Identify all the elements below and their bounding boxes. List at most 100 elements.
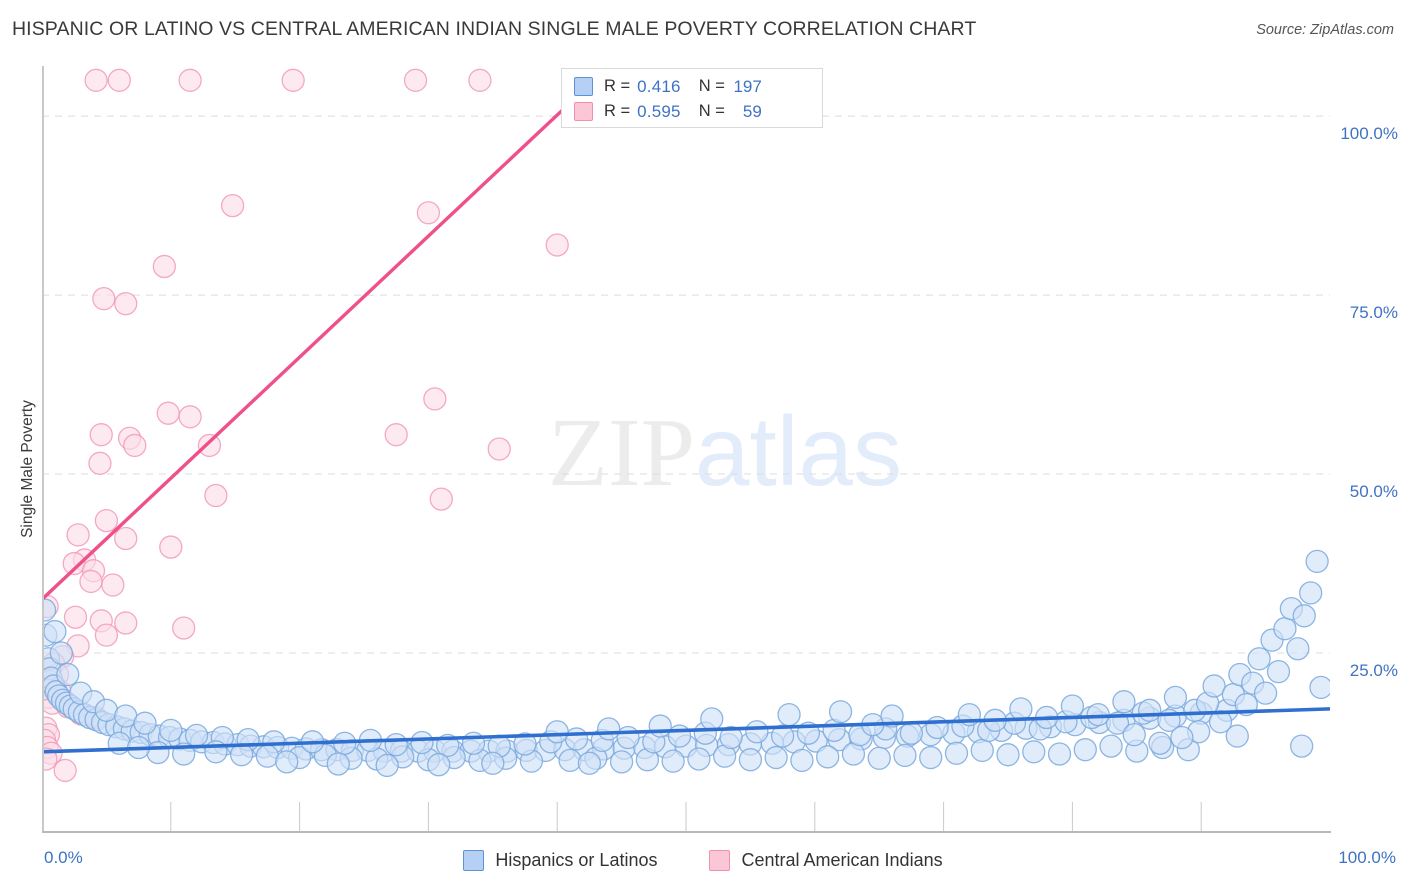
stats-swatch-hispanics (574, 77, 593, 96)
data-point (94, 698, 119, 722)
data-point (1060, 694, 1085, 718)
data-point (416, 201, 441, 225)
legend-item-hispanics[interactable]: Hispanics or Latinos (463, 850, 657, 871)
data-point (1299, 581, 1323, 605)
data-point (101, 573, 125, 597)
stats-n-value-hispanics: 197 (733, 76, 762, 96)
stats-n-label-central-american-indians: N = (698, 102, 725, 120)
correlation-stats-legend: R = 0.416 N = 197 R = 0.595 N = 59 (561, 68, 823, 128)
data-point (184, 723, 209, 748)
data-point (114, 611, 138, 635)
data-point (745, 720, 769, 744)
data-point (867, 746, 891, 770)
data-point (1148, 731, 1172, 755)
legend-label-central-american-indians: Central American Indians (741, 850, 943, 870)
data-point (429, 487, 453, 511)
y-axis-title: Single Male Poverty (19, 400, 36, 538)
data-point (123, 433, 147, 458)
data-point (427, 753, 451, 777)
plot-svg (42, 68, 1330, 832)
legend-item-central-american-indians[interactable]: Central American Indians (709, 850, 943, 871)
x-axis-line (42, 831, 1331, 833)
series-legend: Hispanics or Latinos Central American In… (0, 850, 1406, 871)
data-point (423, 387, 447, 411)
data-point (159, 535, 183, 559)
data-point (159, 718, 183, 742)
legend-swatch-central-american-indians (709, 850, 731, 871)
data-point (1202, 674, 1226, 698)
data-point (545, 720, 569, 744)
stats-r-value-central-american-indians: 0.595 (637, 101, 681, 121)
data-point (114, 526, 138, 551)
data-point (107, 68, 131, 92)
data-point (1247, 647, 1271, 671)
data-point (178, 405, 202, 429)
data-point (616, 725, 640, 750)
data-point (156, 401, 180, 425)
data-point (403, 68, 428, 92)
data-point (384, 733, 408, 757)
x-tick-label-max: 100.0% (1338, 848, 1396, 867)
scatter-plot-area (42, 66, 1330, 832)
stats-n-label-hispanics: N = (698, 77, 725, 95)
data-point (197, 433, 222, 458)
data-point (738, 748, 763, 772)
y-tick-label-25: 25.0% (1349, 661, 1398, 681)
data-point (1225, 724, 1249, 748)
trendline-hispanics (42, 707, 1330, 754)
data-point (764, 745, 788, 770)
data-point (577, 751, 602, 775)
data-point (919, 745, 943, 770)
data-point (326, 752, 350, 776)
data-point (841, 742, 866, 766)
data-point (816, 745, 840, 769)
data-point (178, 68, 202, 92)
data-point (1138, 698, 1162, 722)
stats-row-hispanics: R = 0.416 N = 197 (574, 74, 812, 99)
y-tick-label-75: 75.0% (1349, 303, 1398, 323)
data-point (609, 750, 634, 774)
x-axis-ticks (170, 802, 1202, 832)
data-point (146, 740, 170, 765)
data-point (1309, 675, 1330, 700)
data-point (513, 732, 537, 756)
data-point (925, 715, 949, 740)
stats-r-label-central-american-indians: R = (604, 102, 631, 120)
data-point (63, 605, 88, 629)
data-point (255, 744, 280, 768)
data-point (770, 724, 795, 748)
data-point (53, 758, 77, 783)
data-point (648, 714, 672, 738)
data-point (970, 738, 994, 763)
stats-n-value-central-american-indians: 59 (742, 101, 762, 121)
y-tick-label-50: 50.0% (1349, 482, 1398, 502)
data-point (1112, 690, 1136, 714)
data-point (114, 292, 138, 316)
points-central-american-indians (42, 68, 569, 783)
data-point (43, 619, 67, 644)
stats-r-label-hispanics: R = (604, 77, 631, 95)
legend-swatch-hispanics (463, 850, 485, 871)
data-point (1170, 725, 1194, 750)
data-point (1305, 549, 1329, 574)
data-point (1122, 722, 1146, 747)
data-point (1047, 742, 1072, 766)
trendline-central-american-indians (42, 107, 565, 601)
data-point (88, 451, 112, 475)
data-point (92, 287, 116, 311)
data-point (545, 233, 569, 257)
data-point (66, 523, 90, 547)
data-point (661, 749, 685, 773)
data-point (777, 702, 801, 727)
data-point (84, 68, 108, 92)
data-point (468, 68, 492, 92)
data-point (1009, 697, 1033, 721)
data-point (1290, 734, 1314, 758)
points-hispanics (42, 549, 1330, 778)
data-point (700, 707, 724, 731)
stats-r-value-hispanics: 0.416 (637, 76, 681, 96)
data-point (1273, 617, 1297, 641)
data-point (1073, 738, 1097, 762)
data-point (133, 711, 157, 735)
data-point (597, 717, 621, 741)
